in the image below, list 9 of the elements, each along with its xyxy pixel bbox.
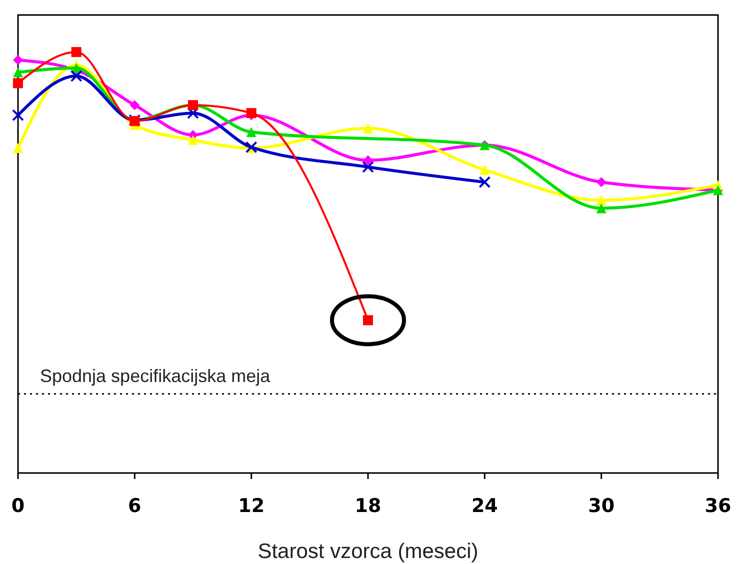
x-tick-label: 36 [704,495,732,517]
x-tick-label: 0 [11,495,25,517]
x-tick-label: 6 [128,495,142,517]
ref-line-label: Spodnja specifikacijska meja [40,366,272,386]
x-tick-label: 24 [471,495,498,517]
x-axis-title: Starost vzorca (meseci) [258,540,478,563]
x-tick-label: 18 [354,495,382,517]
x-tick-label: 12 [238,495,265,517]
x-tick-label: 30 [588,495,615,517]
